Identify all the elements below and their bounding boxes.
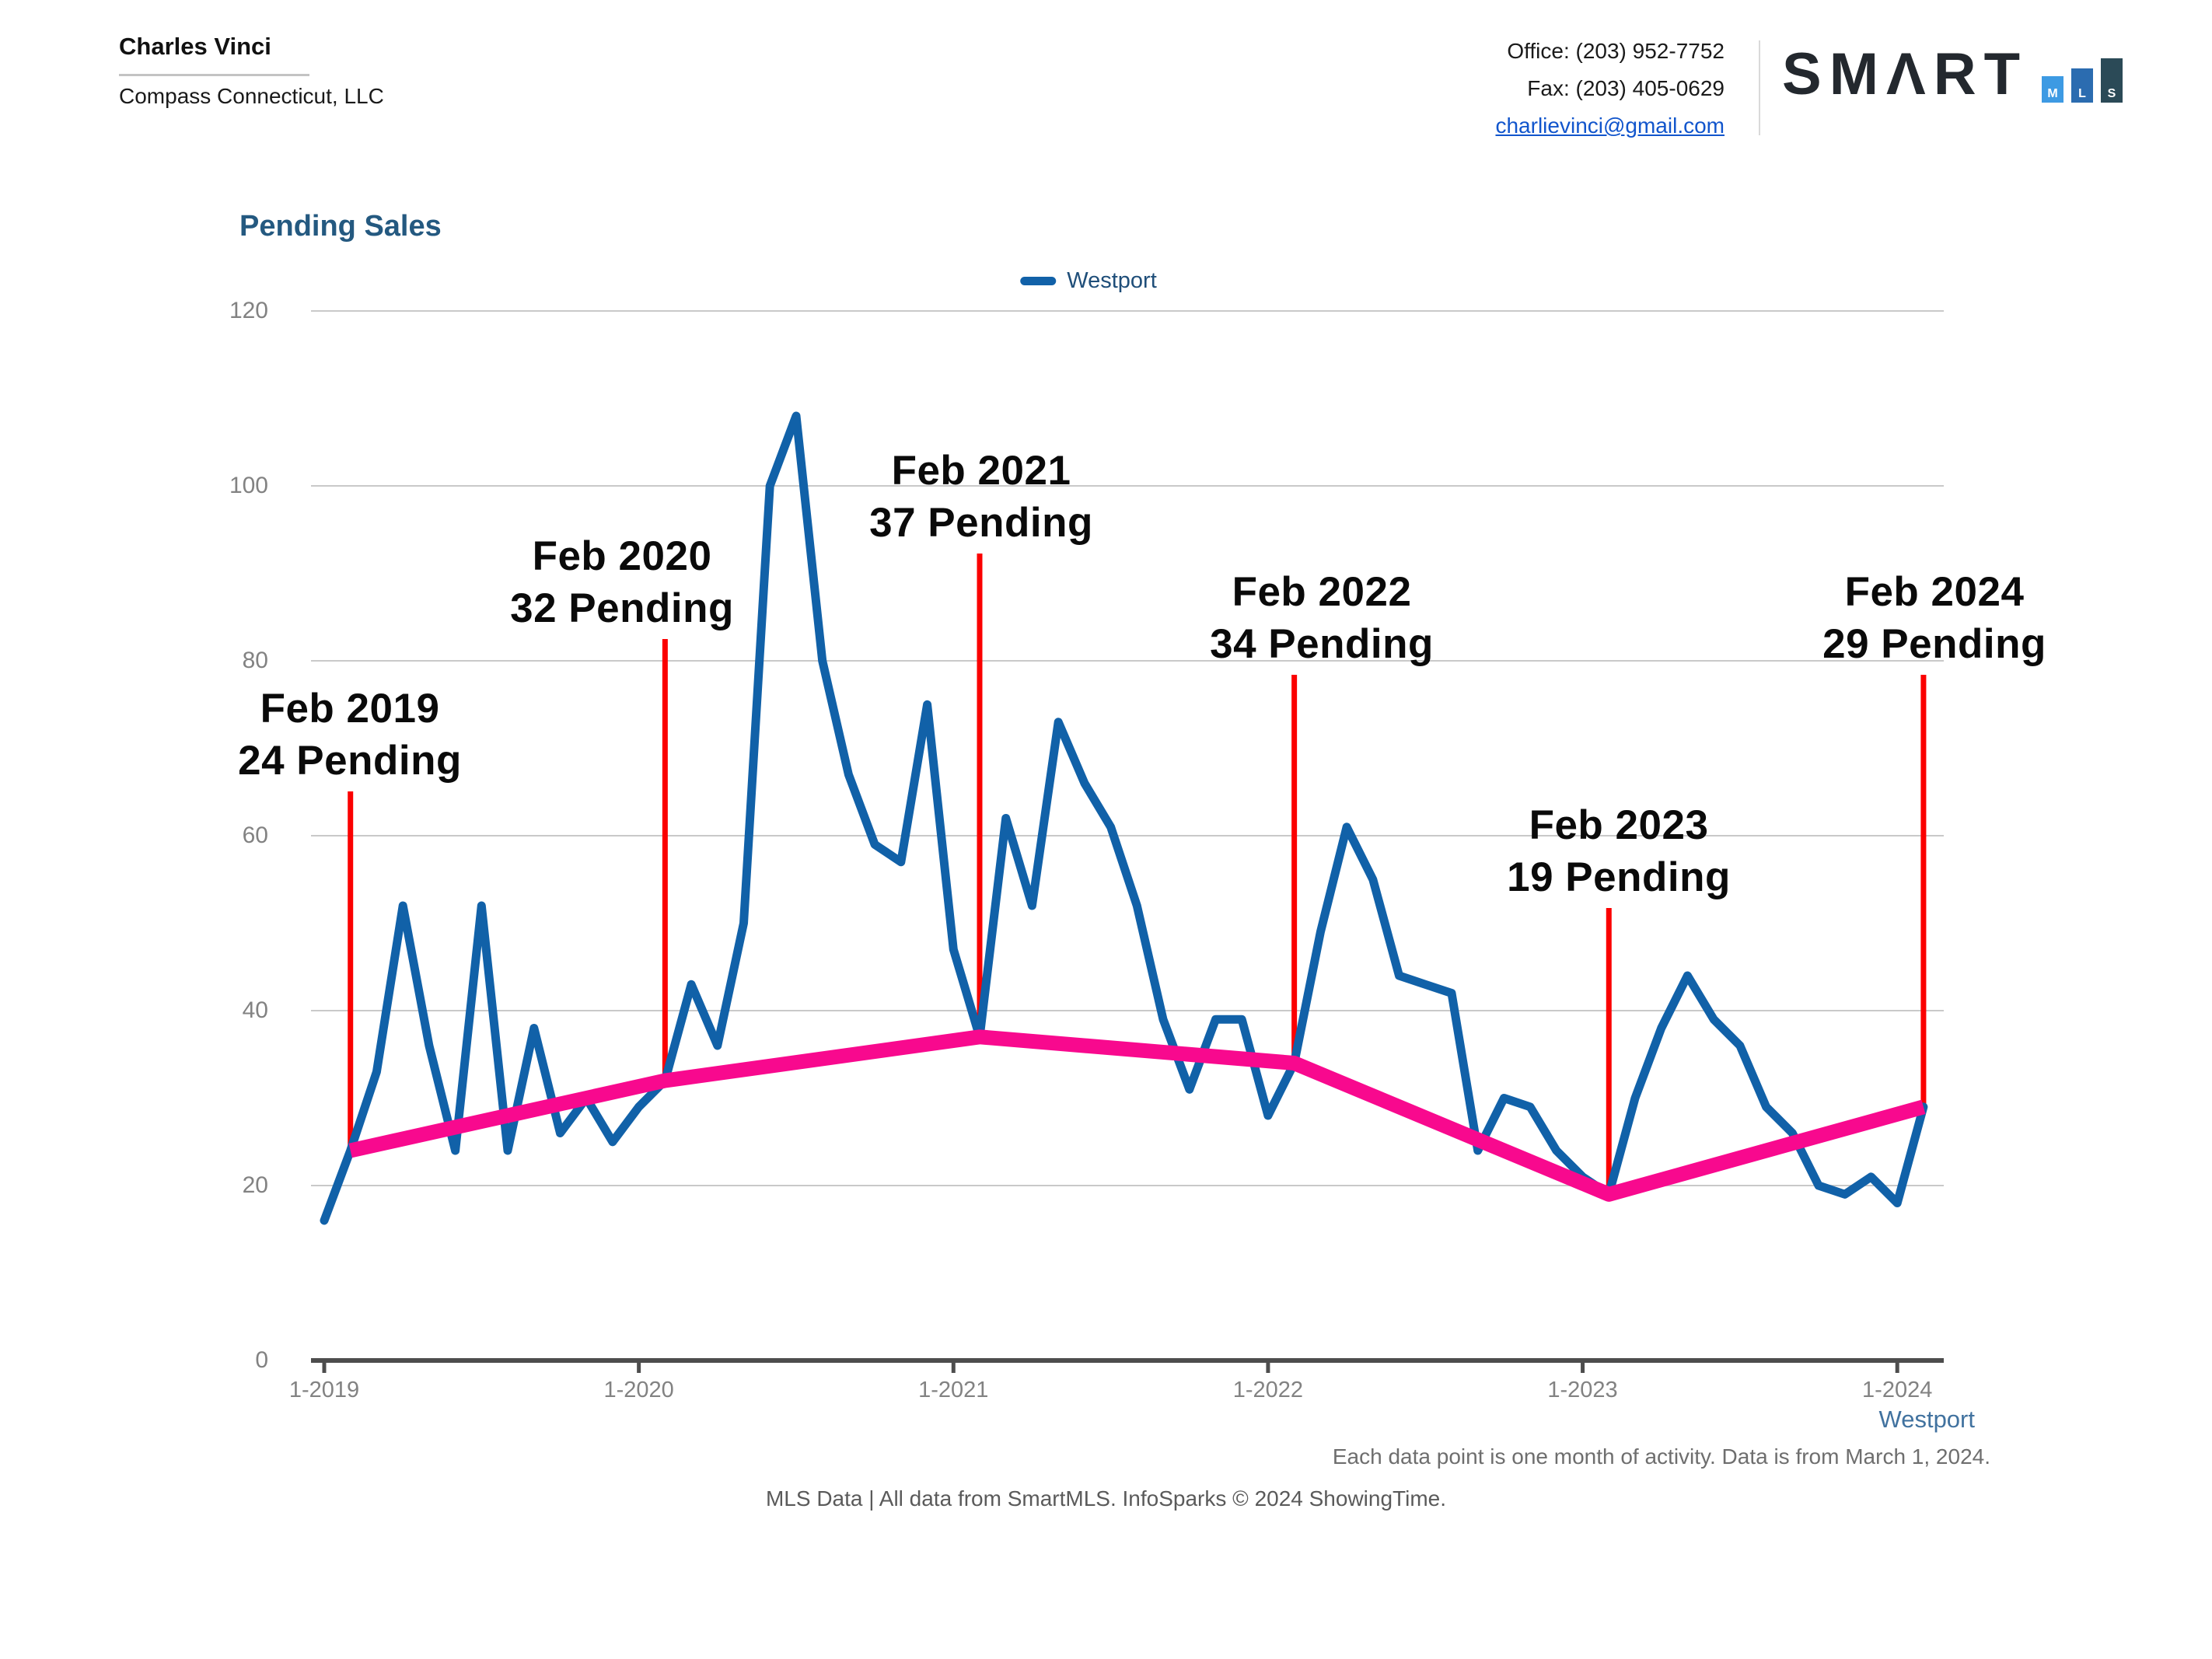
- header-divider: [1759, 40, 1760, 135]
- y-axis-label-80: 80: [242, 648, 268, 673]
- westport-series-line: [320, 411, 1928, 1225]
- x-axis-label-1-2019: 1-2019: [288, 1378, 360, 1402]
- callout-month: Feb 2020: [532, 533, 712, 579]
- agent-company: Compass Connecticut, LLC: [119, 84, 384, 108]
- y-axis-label-100: 100: [229, 473, 268, 498]
- callout-text-feb-2019: Feb 2019 24 Pending: [238, 683, 462, 787]
- callout-value: 32 Pending: [510, 585, 734, 631]
- logo-bar-m: M: [2042, 76, 2063, 103]
- logo-bar-l: L: [2071, 68, 2093, 103]
- callout-month: Feb 2022: [1232, 569, 1412, 615]
- legend-line-swatch-icon: [1020, 277, 1057, 285]
- callout-text-feb-2022: Feb 2022 34 Pending: [1210, 566, 1434, 670]
- y-axis-label-60: 60: [242, 823, 268, 848]
- footnote-source: MLS Data | All data from SmartMLS. InfoS…: [765, 1486, 1446, 1511]
- callout-value: 29 Pending: [1822, 621, 2046, 667]
- fax-number: Fax: (203) 405-0629: [1527, 76, 1725, 100]
- email-link[interactable]: charlievinci@gmail.com: [1495, 114, 1725, 138]
- february-trend-line: [348, 1029, 1926, 1202]
- logo-bar-s: S: [2101, 58, 2123, 103]
- y-axis-label-0: 0: [255, 1347, 268, 1373]
- x-axis-label-1-2021: 1-2021: [918, 1378, 989, 1402]
- callout-month: Feb 2023: [1529, 802, 1709, 848]
- callout-value: 34 Pending: [1210, 621, 1434, 667]
- callout-text-feb-2020: Feb 2020 32 Pending: [510, 530, 734, 634]
- x-axis-label-1-2024: 1-2024: [1862, 1378, 1933, 1402]
- y-axis-label-120: 120: [229, 298, 268, 323]
- chart-legend: Westport: [1020, 268, 1157, 294]
- callout-value: 37 Pending: [869, 500, 1093, 546]
- callout-month: Feb 2024: [1844, 569, 2025, 615]
- y-axis-label-20: 20: [242, 1172, 268, 1198]
- bottom-series-label: Westport: [1878, 1406, 1975, 1433]
- contact-block: Office: (203) 952-7752 Fax: (203) 405-06…: [1495, 33, 1725, 145]
- x-axis-label-1-2020: 1-2020: [603, 1378, 674, 1402]
- y-axis-label-40: 40: [242, 997, 268, 1023]
- chart-title: Pending Sales: [239, 210, 442, 243]
- legend-series-label: Westport: [1067, 268, 1157, 293]
- callout-month: Feb 2019: [260, 686, 440, 732]
- callout-value: 24 Pending: [238, 738, 462, 784]
- smartmls-logo-bars-icon: M L S: [2034, 58, 2123, 103]
- smartmls-logo: SMΛRT M L S: [1782, 41, 2123, 107]
- callout-text-feb-2021: Feb 2021 37 Pending: [869, 445, 1093, 549]
- callout-value: 19 Pending: [1507, 854, 1731, 900]
- callout-text-feb-2024: Feb 2024 29 Pending: [1822, 566, 2046, 670]
- callout-month: Feb 2021: [891, 448, 1071, 494]
- agent-name: Charles Vinci: [119, 33, 271, 60]
- x-axis-label-1-2023: 1-2023: [1547, 1378, 1618, 1402]
- agent-name-rule: [119, 74, 309, 76]
- office-phone: Office: (203) 952-7752: [1507, 39, 1725, 63]
- callout-text-feb-2023: Feb 2023 19 Pending: [1507, 799, 1731, 903]
- footnote-data-period: Each data point is one month of activity…: [1332, 1444, 1990, 1469]
- smartmls-logo-wordmark: SMΛRT: [1782, 41, 2028, 107]
- x-axis-label-1-2022: 1-2022: [1232, 1378, 1304, 1402]
